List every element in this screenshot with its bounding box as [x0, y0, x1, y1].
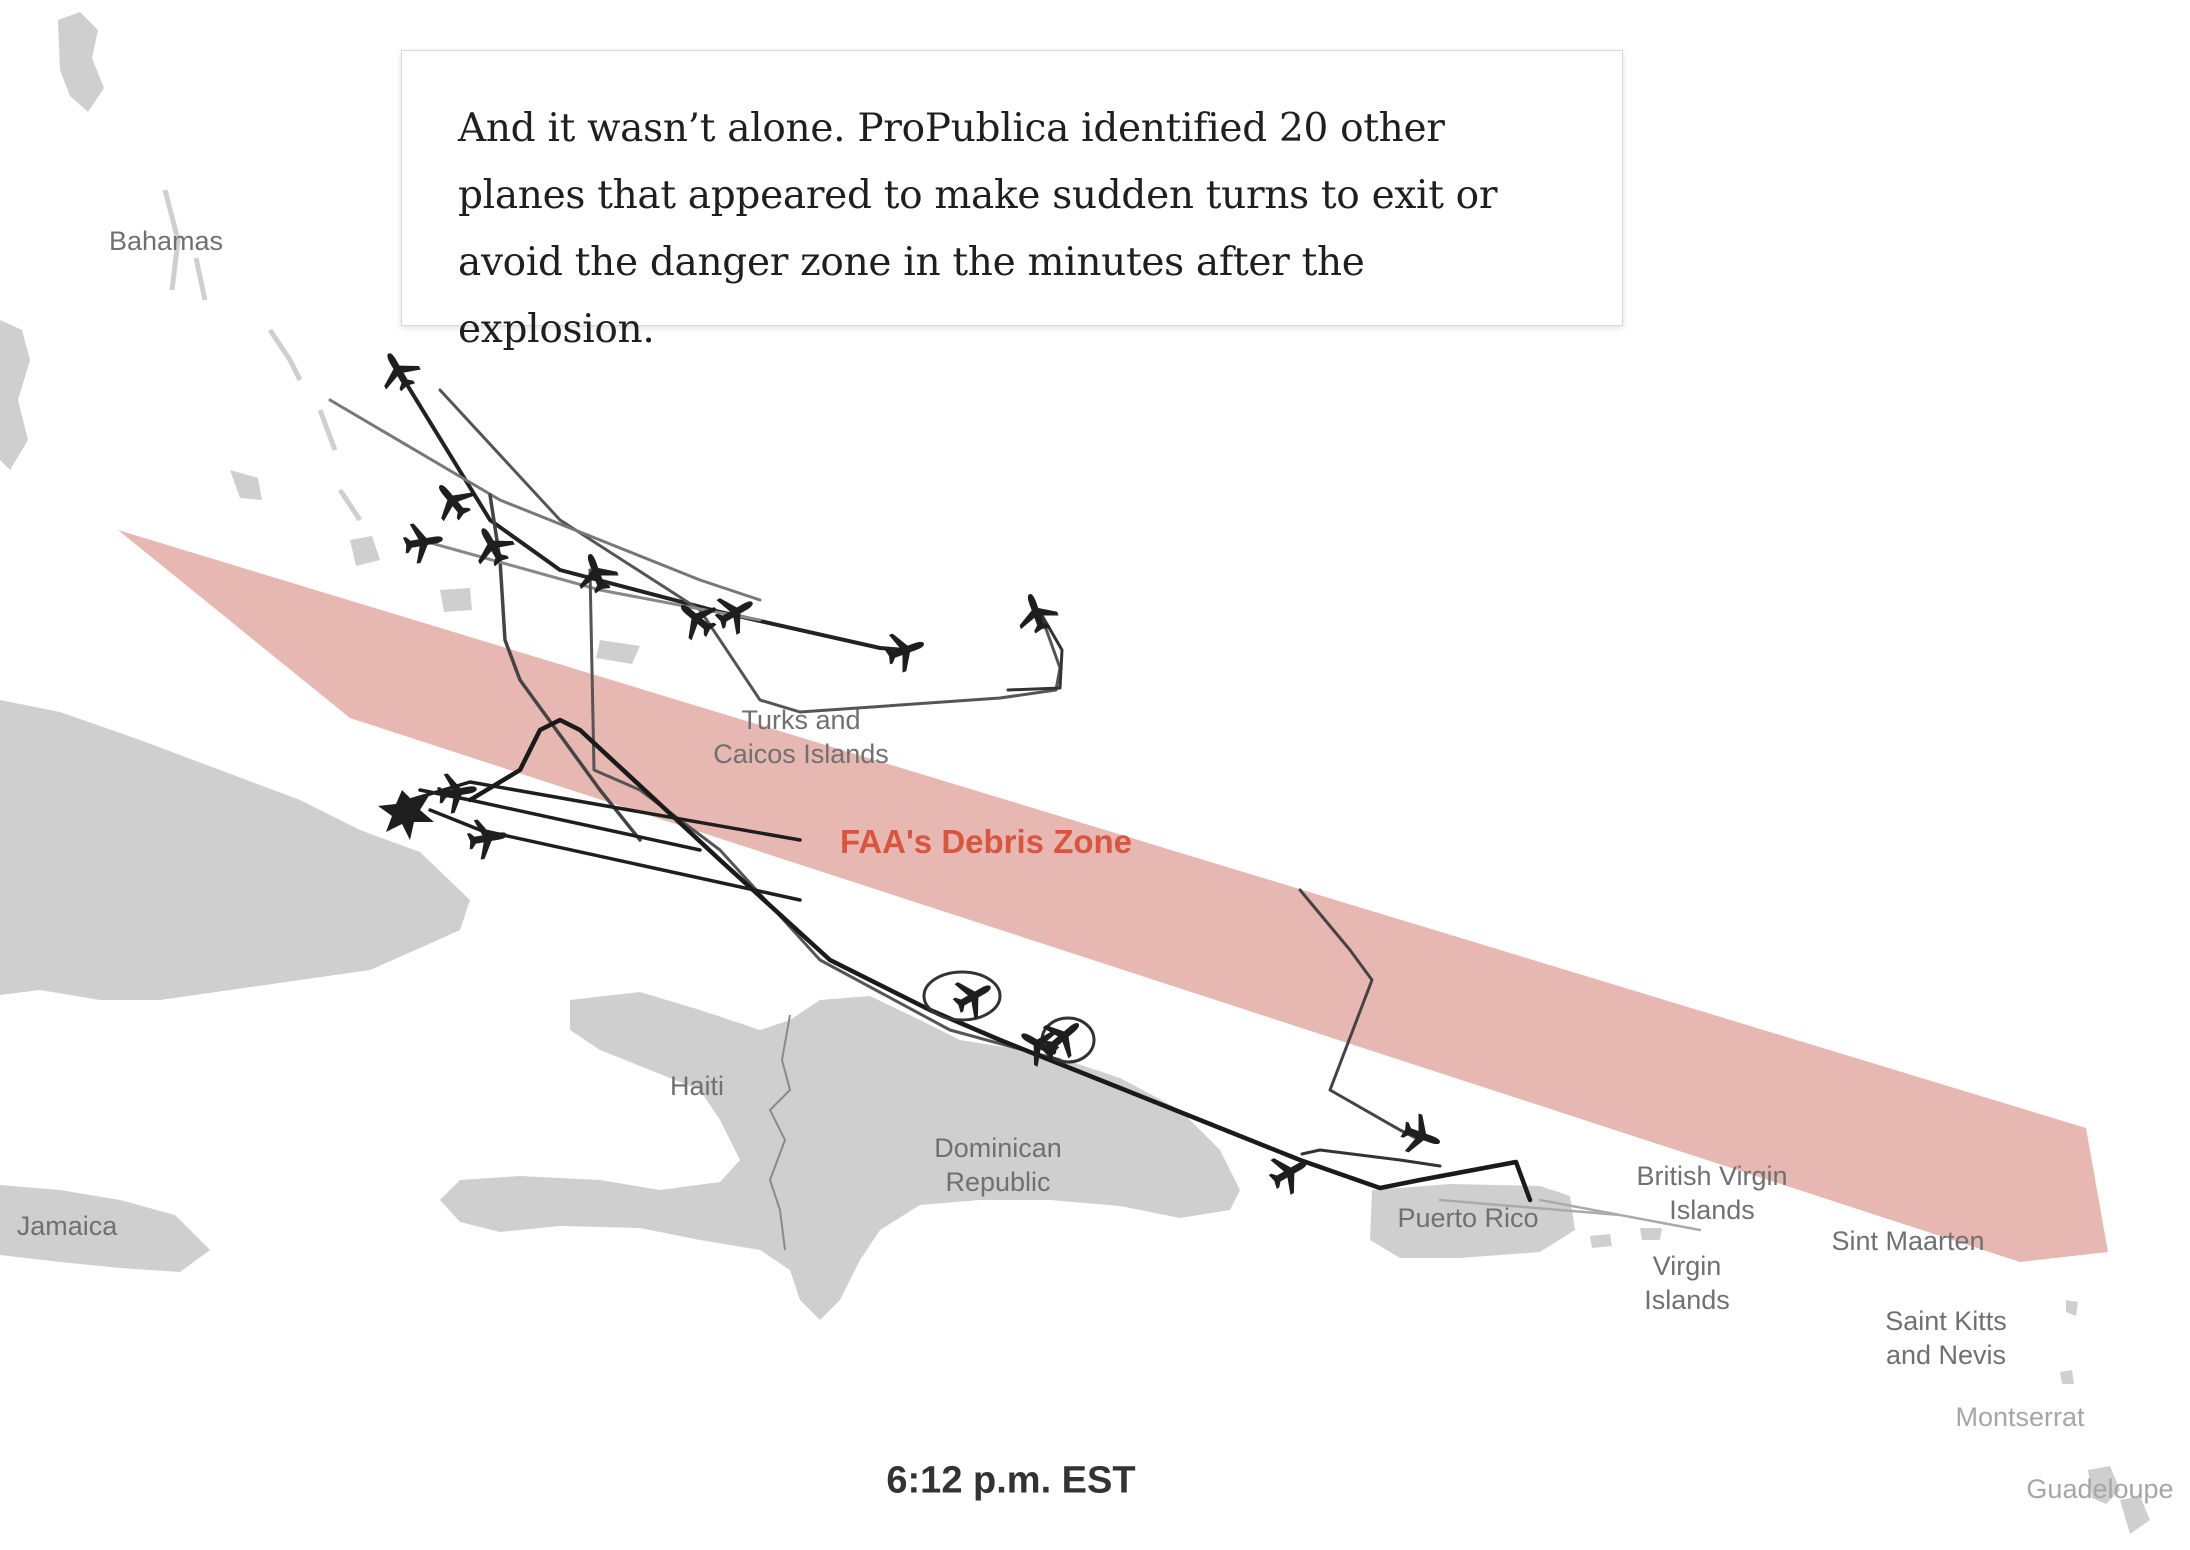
airplane-icon: [464, 815, 511, 862]
flight-holding-loop: [922, 970, 1002, 1022]
label-haiti: Haiti: [669, 1071, 725, 1101]
flight-track: [467, 717, 1533, 1203]
label-british-virgin-islands: British Virgin Islands: [1636, 1161, 1788, 1225]
label-guadeloupe: Guadeloupe: [2026, 1474, 2174, 1504]
label-bahamas: Bahamas: [108, 226, 224, 256]
flight-track: [588, 568, 1062, 1062]
label-virgin-islands: Virgin Islands: [1644, 1251, 1730, 1315]
flight-track: [1300, 1148, 1442, 1168]
explosion-icon: [378, 790, 434, 840]
land-lesser-antilles: [2060, 1300, 2150, 1534]
label-jamaica: Jamaica: [16, 1211, 118, 1241]
debris-zone-label: FAA's Debris Zone: [839, 823, 1133, 860]
airplane-icon: [880, 624, 931, 676]
airplane-icon: [371, 343, 426, 398]
land-bahamas-islands-2: [230, 470, 640, 664]
label-montserrat: Montserrat: [1955, 1402, 2085, 1432]
airplane-icon: [1396, 1110, 1447, 1162]
land-hispaniola: [440, 992, 1240, 1320]
flight-tracks: [328, 368, 1702, 1232]
label-turks-caicos: Turks and Caicos Islands: [713, 705, 889, 769]
label-dominican-republic: Dominican Republic: [934, 1133, 1062, 1197]
debris-zone: [118, 530, 2108, 1262]
label-puerto-rico: Puerto Rico: [1397, 1203, 1539, 1233]
caption-box: And it wasn’t alone. ProPublica identifi…: [401, 50, 1623, 352]
airplane-icon: [1010, 587, 1062, 638]
label-saint-kitts-nevis: Saint Kitts and Nevis: [1885, 1306, 2007, 1370]
border-haiti-dr: [768, 1014, 792, 1251]
land-virgin-islands: [1590, 1228, 1662, 1248]
land-cuba: [0, 700, 470, 1000]
airplane-icon: [424, 472, 481, 529]
flight-track: [396, 368, 907, 652]
airplane-icon: [434, 769, 481, 816]
land-bahamas-islands: [162, 189, 363, 522]
caption-text: And it wasn’t alone. ProPublica identifi…: [458, 106, 1498, 352]
flight-track: [1006, 610, 1064, 692]
land-layer: [0, 12, 2150, 1534]
timestamp: 6:12 p.m. EST: [886, 1459, 1136, 1502]
land-bahamas-north: [58, 12, 104, 112]
airplane-icon: [946, 969, 1001, 1024]
flight-track: [1438, 1198, 1702, 1232]
land-jamaica: [0, 1185, 210, 1272]
flight-track: [438, 388, 1062, 714]
label-sint-maarten: Sint Maarten: [1831, 1226, 1985, 1256]
flight-track: [328, 398, 762, 602]
airplane-icon: [400, 519, 447, 566]
land-florida-edge: [0, 320, 30, 470]
land-puerto-rico: [1370, 1184, 1575, 1258]
plane-markers: [371, 343, 1447, 1200]
flight-track: [1298, 888, 1422, 1142]
